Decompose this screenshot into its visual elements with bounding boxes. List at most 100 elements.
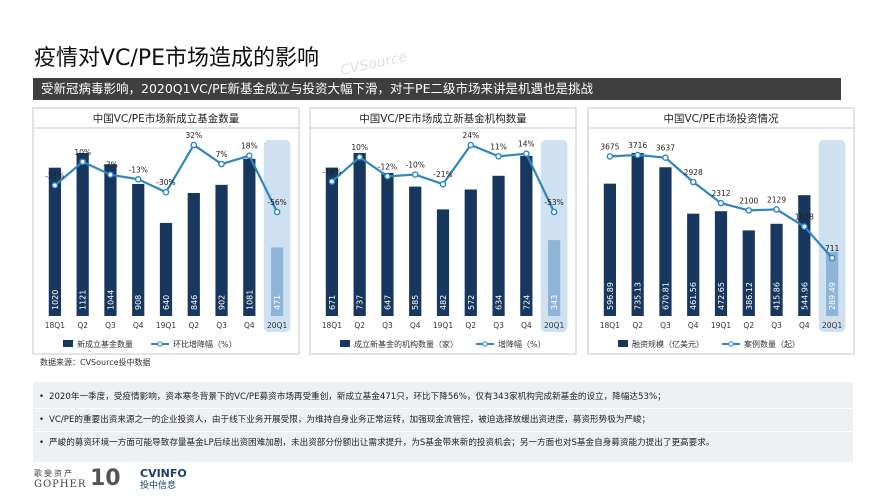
legend-swatch	[157, 341, 163, 347]
bar-value-label: 343	[550, 295, 559, 310]
line-value-label: 11%	[490, 142, 507, 151]
bar-value-label: 415.86	[773, 282, 782, 310]
line-value-label: 2312	[711, 189, 730, 198]
x-tick-label: Q2	[188, 321, 199, 330]
line-value-label: -53%	[544, 198, 563, 207]
line-point	[495, 153, 502, 160]
line-value-label: 32%	[185, 131, 202, 140]
x-tick-label: Q3	[493, 321, 504, 330]
line-point	[467, 141, 475, 149]
legend-label: 新成立基金数量	[77, 339, 133, 349]
line-value-label: 2928	[684, 168, 703, 177]
bar	[687, 213, 700, 316]
line-value-label: 2129	[767, 195, 786, 204]
line-point	[384, 173, 391, 180]
legend-swatch	[340, 340, 350, 347]
logo-text: CVINFO	[140, 467, 187, 480]
chart-title: 中国VC/PE市场新成立基金数量	[93, 112, 240, 125]
bar	[409, 186, 422, 316]
x-tick-label: 18Q1	[45, 321, 65, 330]
highlight	[818, 140, 846, 332]
bar-value-label: 634	[495, 295, 504, 310]
subtitle: 受新冠病毒影响，2020Q1VC/PE新基金成立与投资大幅下滑，对于PE二级市场…	[33, 78, 841, 100]
bar-value-label: 846	[190, 295, 199, 310]
bar-value-label: 647	[383, 295, 392, 310]
legend-label: 案例数量（起）	[744, 339, 800, 349]
panel-frame	[32, 107, 300, 355]
bar	[464, 189, 477, 316]
panel-header	[309, 107, 577, 129]
bar	[104, 164, 117, 316]
legend-swatch	[618, 340, 628, 347]
bullet: VC/PE的重要出资来源之一的企业投资人，由于线下业务开展受限，为维持自身业务正…	[33, 409, 853, 432]
bar	[381, 172, 394, 316]
line-point	[828, 254, 836, 262]
line-value-label: 10%	[74, 148, 91, 157]
bar-value-label: 471	[273, 295, 282, 310]
x-tick-label: Q3	[216, 321, 227, 330]
bullet: 严峻的募资环境一方面可能导致存量基金LP后续出资困难加剧，未出资部分份额出让需求…	[33, 432, 853, 454]
line-value-label: -13%	[129, 165, 148, 174]
line-value-label: 14%	[518, 140, 535, 149]
line-value-label: 2100	[739, 196, 758, 205]
line-point	[79, 158, 86, 166]
x-tick-label: 20Q1	[267, 321, 287, 330]
x-tick-label: 19Q1	[711, 321, 731, 330]
line-value-label: 3716	[628, 141, 647, 150]
x-tick-label: Q3	[771, 321, 782, 330]
bar-value-label: 724	[522, 295, 531, 310]
line-point	[773, 206, 780, 213]
line-value-label: -21%	[433, 170, 452, 179]
x-tick-label: Q2	[77, 321, 88, 330]
bar	[436, 209, 450, 316]
x-tick-label: 19Q1	[156, 321, 176, 330]
legend-label: 成立新基金的机构数量（家）	[354, 339, 458, 349]
bar	[271, 247, 284, 316]
x-tick-label: Q4	[688, 321, 699, 330]
x-tick-label: Q3	[660, 321, 671, 330]
line-point	[411, 171, 419, 178]
source-note: 数据来源：CVSource投中数据	[40, 358, 151, 367]
bar-value-label: 640	[162, 295, 171, 310]
bar	[714, 211, 728, 316]
bar	[548, 240, 561, 316]
x-tick-label: Q4	[133, 321, 144, 330]
legend-swatch	[482, 341, 488, 347]
bar-value-label: 1081	[245, 290, 254, 310]
line-point	[246, 152, 253, 159]
line-point	[550, 208, 558, 216]
x-tick-label: 18Q1	[600, 321, 620, 330]
panel-header	[32, 107, 300, 129]
bar	[76, 153, 89, 316]
line-value-label: 10%	[351, 143, 368, 152]
bar	[353, 153, 366, 316]
line-point	[717, 199, 725, 207]
bar	[492, 175, 505, 316]
x-tick-label: 18Q1	[322, 321, 342, 330]
bar-value-label: 671	[328, 295, 337, 310]
line-point	[107, 171, 114, 178]
line-value-label: -30%	[156, 178, 175, 187]
x-tick-label: Q2	[743, 321, 754, 330]
bar-value-label: 902	[218, 295, 227, 310]
bar	[770, 223, 783, 316]
bar-value-label: 908	[134, 295, 143, 310]
line-point	[162, 188, 170, 196]
bar	[631, 153, 644, 316]
line-value-label: 24%	[462, 131, 479, 140]
bar-value-label: 737	[356, 295, 365, 310]
x-tick-label: Q2	[632, 321, 643, 330]
bar-value-label: 596.89	[606, 282, 615, 310]
logo-text: 投中信息	[140, 481, 177, 491]
x-tick-label: Q4	[799, 321, 810, 330]
line-point	[689, 178, 697, 186]
bar-value-label: 482	[439, 295, 448, 310]
x-tick-label: Q4	[244, 321, 255, 330]
line-value-label: -56%	[267, 198, 286, 207]
highlight	[540, 140, 568, 332]
line-value-label: -21%	[45, 171, 64, 180]
x-tick-label: Q3	[382, 321, 393, 330]
bar	[325, 167, 338, 316]
line-value-label: -10%	[406, 161, 425, 170]
